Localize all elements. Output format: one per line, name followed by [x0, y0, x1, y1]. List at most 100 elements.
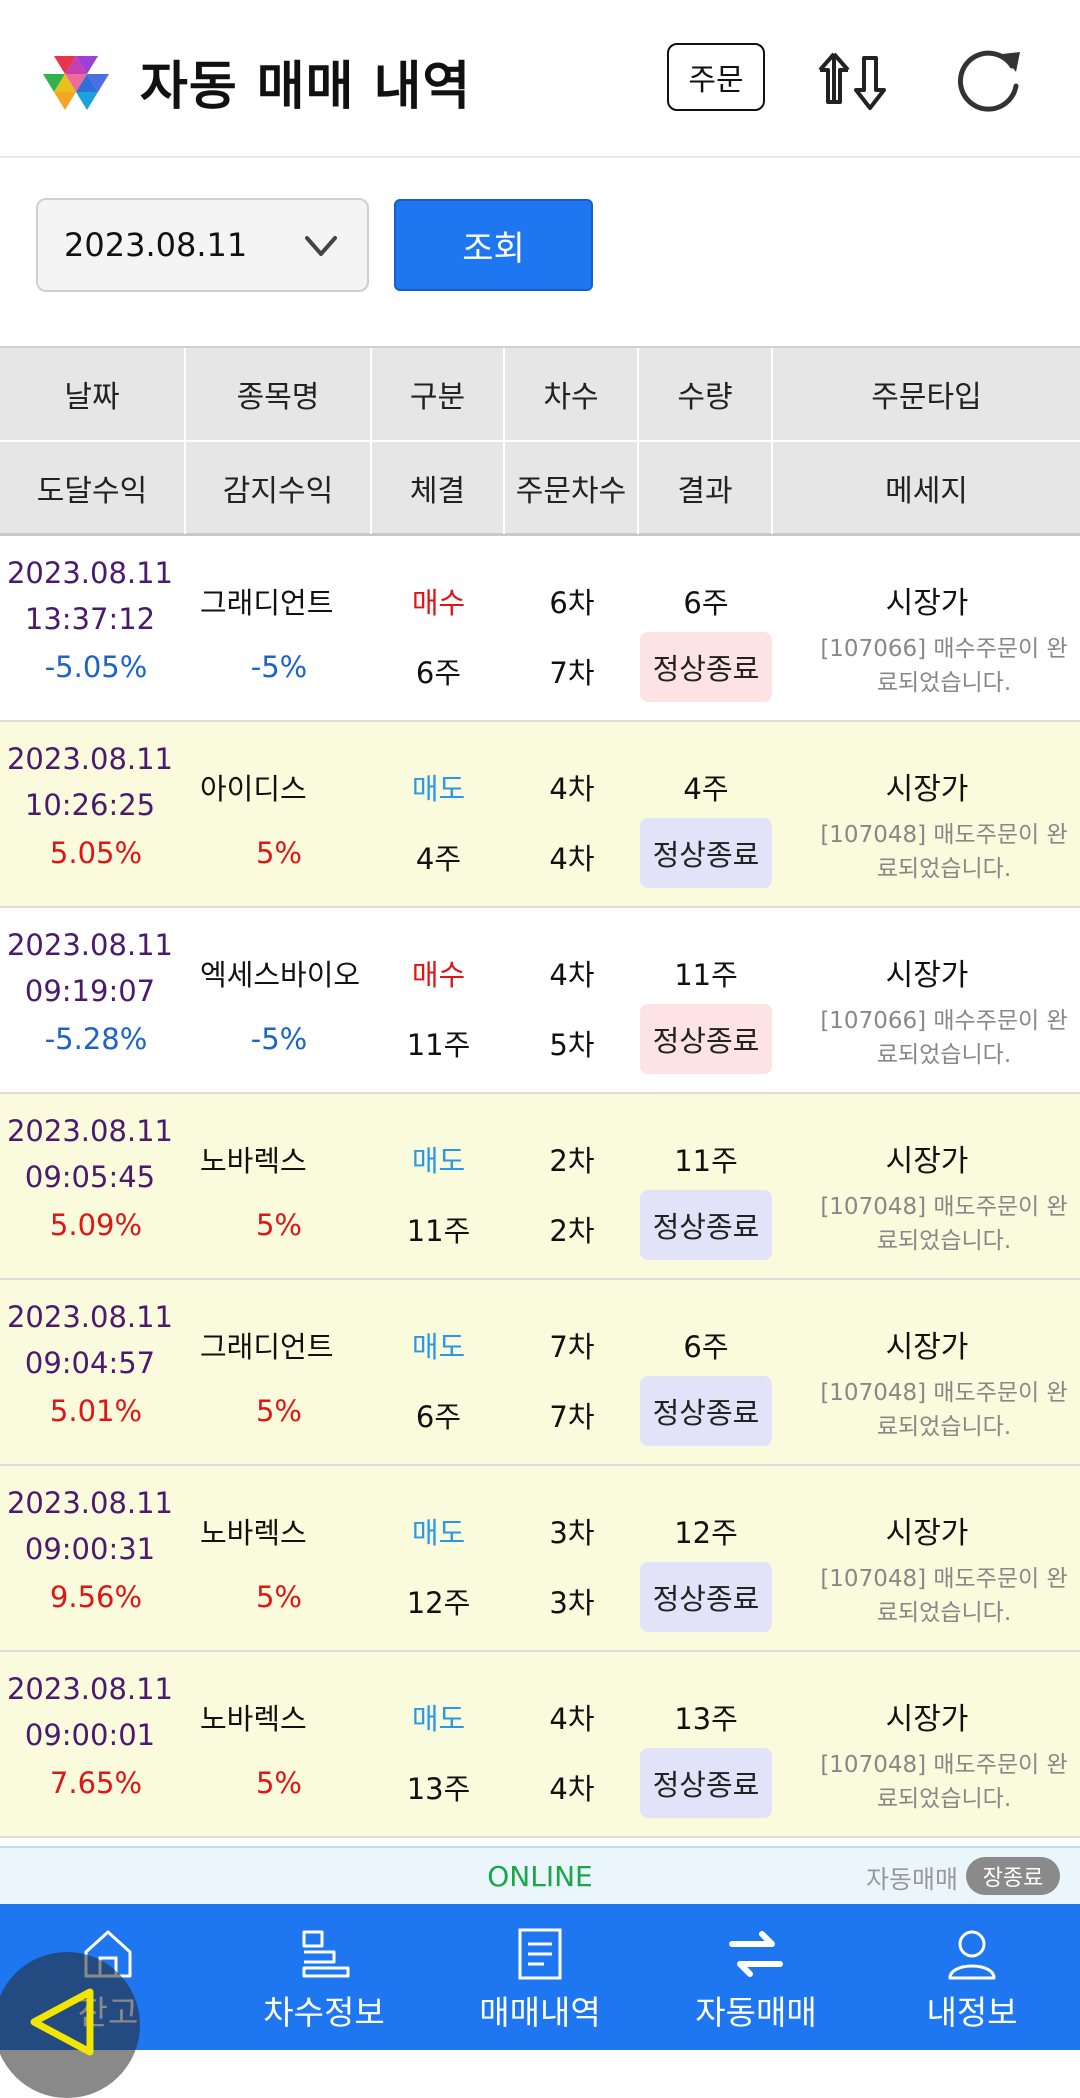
order-type: 시장가	[885, 958, 969, 993]
result-badge: 정상종료	[640, 1376, 772, 1446]
header-detect-profit: 감지수익	[186, 442, 372, 534]
stock-name: 노바렉스	[200, 1144, 307, 1178]
trade-side: 매도	[411, 1702, 466, 1736]
order-message: [107048] 매도주문이 완 료되었습니다.	[816, 1190, 1072, 1258]
trade-date: 2023.08.11	[6, 1486, 174, 1520]
header-stock-name: 종목명	[186, 348, 372, 440]
table-row[interactable]: 2023.08.11 09:19:07 -5.28% 엑세스바이오 -5% 매수 11주 4차…	[0, 908, 1080, 1094]
table-row[interactable]: 2023.08.11 13:37:12 -5.05% 그래디언트 -5% 매수 6주 6차 7차…	[0, 536, 1080, 722]
order-qty: 12주	[674, 1516, 738, 1550]
header-result: 결과	[639, 442, 773, 534]
trade-date: 2023.08.11	[6, 556, 174, 590]
header-quantity: 수량	[639, 348, 773, 440]
order-type: 시장가	[885, 1144, 969, 1179]
exchange-icon	[729, 1931, 783, 1977]
header-filled: 체결	[372, 442, 505, 534]
order-type: 시장가	[885, 1330, 969, 1365]
trade-side: 매수	[411, 958, 466, 992]
order-type: 시장가	[885, 772, 969, 807]
mode-label: 자동매매	[866, 1865, 959, 1894]
date-select[interactable]: 2023.08.11	[36, 198, 369, 292]
order-message-line-1: [107048] 매도주문이 완	[820, 822, 1068, 848]
trade-side: 매도	[411, 772, 466, 806]
detect-profit: -5%	[250, 650, 308, 684]
table-row[interactable]: 2023.08.11 09:04:57 5.01% 그래디언트 5% 매도 6주 7차 7차 6주…	[0, 1280, 1080, 1466]
order-round: 7차	[549, 1400, 595, 1434]
nav-item-round-info[interactable]: 차수정보	[216, 1904, 432, 2050]
trade-side: 매수	[411, 586, 466, 620]
steps-icon	[302, 1930, 350, 1978]
order-message-line-1: [107066] 매수주문이 완	[820, 1008, 1068, 1034]
table-row[interactable]: 2023.08.11 09:00:01 7.65% 노바렉스 5% 매도 13주 4차 4차 13…	[0, 1652, 1080, 1838]
bottom-nav: 잔고 차수정보 매매내역 자동매매 내정보	[0, 1904, 1080, 2050]
trade-date: 2023.08.11	[6, 1672, 174, 1706]
stock-name: 엑세스바이오	[200, 958, 361, 992]
order-round: 4차	[549, 842, 595, 876]
header-date: 날짜	[0, 348, 186, 440]
nav-item-auto-trade[interactable]: 자동매매	[648, 1904, 864, 2050]
order-message: [107048] 매도주문이 완 료되었습니다.	[816, 1376, 1072, 1444]
trade-side: 매도	[411, 1516, 466, 1550]
order-message-line-2: 료되었습니다.	[876, 670, 1012, 696]
reach-profit: 5.05%	[49, 836, 143, 870]
order-type: 시장가	[885, 586, 969, 621]
nav-label-round-info: 차수정보	[263, 1993, 385, 2032]
header-order-type: 주문타입	[871, 380, 982, 415]
result-badge: 정상종료	[640, 632, 772, 702]
table-row[interactable]: 2023.08.11 09:00:31 9.56% 노바렉스 5% 매도 12주 3차 3차 12…	[0, 1466, 1080, 1652]
trade-date: 2023.08.11	[6, 1114, 174, 1148]
trade-time: 09:00:31	[24, 1532, 156, 1566]
stock-name: 노바렉스	[200, 1516, 307, 1550]
order-message: [107048] 매도주문이 완 료되었습니다.	[816, 1562, 1072, 1630]
swap-vertical-icon[interactable]	[812, 40, 892, 120]
stock-name: 아이디스	[200, 772, 307, 806]
result-badge: 정상종료	[640, 1190, 772, 1260]
refresh-icon[interactable]	[950, 40, 1030, 120]
query-button[interactable]: 조회	[394, 199, 593, 291]
trade-date: 2023.08.11	[6, 742, 174, 776]
order-round: 3차	[549, 1586, 595, 1620]
page-title: 자동 매매 내역	[140, 57, 472, 117]
date-select-value: 2023.08.11	[64, 226, 248, 264]
document-icon	[518, 1928, 562, 1980]
order-type: 시장가	[885, 1516, 969, 1551]
order-type: 시장가	[885, 1702, 969, 1737]
detect-profit: 5%	[255, 1766, 302, 1800]
header-reach-profit: 도달수익	[0, 442, 186, 534]
reach-profit: -5.28%	[44, 1022, 148, 1056]
user-icon	[948, 1930, 996, 1980]
order-qty: 11주	[674, 958, 738, 992]
app-header: 자동 매매 내역 주문	[0, 0, 1080, 158]
order-qty: 4주	[683, 772, 729, 806]
trade-time: 09:05:45	[24, 1160, 156, 1194]
reach-profit: 5.01%	[49, 1394, 143, 1428]
order-message-line-2: 료되었습니다.	[876, 1414, 1012, 1440]
nav-label-trade-history: 매매내역	[479, 1993, 601, 2032]
order-message-line-1: [107048] 매도주문이 완	[820, 1752, 1068, 1778]
order-message-line-2: 료되었습니다.	[876, 1600, 1012, 1626]
nav-item-my-info[interactable]: 내정보	[864, 1904, 1080, 2050]
order-message: [107048] 매도주문이 완 료되었습니다.	[816, 1748, 1072, 1816]
order-message-line-2: 료되었습니다.	[876, 1228, 1012, 1254]
filled-qty: 6주	[415, 656, 462, 690]
order-message-line-1: [107066] 매수주문이 완	[820, 636, 1068, 662]
trade-date: 2023.08.11	[6, 1300, 174, 1334]
order-round: 2차	[549, 1214, 595, 1248]
trade-round: 4차	[549, 1702, 595, 1736]
nav-label-auto-trade: 자동매매	[695, 1993, 817, 2032]
stock-name: 노바렉스	[200, 1702, 307, 1736]
order-message-line-2: 료되었습니다.	[876, 1042, 1012, 1068]
table-row[interactable]: 2023.08.11 09:05:45 5.09% 노바렉스 5% 매도 11주 2차 2차 11…	[0, 1094, 1080, 1280]
header-order-round: 주문차수	[505, 442, 639, 534]
header-round: 차수	[505, 348, 639, 440]
nav-item-trade-history[interactable]: 매매내역	[432, 1904, 648, 2050]
trade-round: 6차	[549, 586, 595, 620]
order-message: [107048] 매도주문이 완 료되었습니다.	[816, 818, 1072, 886]
order-button[interactable]: 주문	[667, 43, 765, 111]
table-row[interactable]: 2023.08.11 10:26:25 5.05% 아이디스 5% 매도 4주 4차 4차 4주 정…	[0, 722, 1080, 908]
stock-name: 그래디언트	[200, 1330, 334, 1364]
trade-round: 2차	[549, 1144, 595, 1178]
result-badge: 정상종료	[640, 818, 772, 888]
table-header: 날짜 종목명 구분 차수 수량 주문타입 도달수익 감지수익 체결 주문차수 결…	[0, 346, 1080, 536]
